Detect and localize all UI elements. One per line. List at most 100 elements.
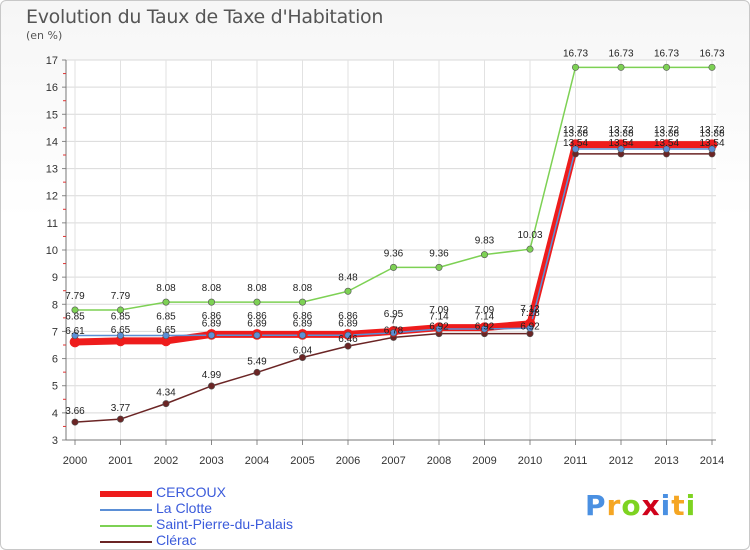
- x-tick-label: 2014: [700, 455, 724, 467]
- data-label-la-clotte: 13.72: [654, 125, 679, 136]
- data-point-clerac: [162, 400, 170, 408]
- data-label-cercoux: 6.89: [202, 318, 222, 329]
- data-label-clerac: 4.99: [202, 370, 222, 381]
- logo-letter: i: [685, 489, 697, 522]
- logo-letter: x: [641, 489, 661, 522]
- data-point-la-clotte: [162, 331, 170, 339]
- y-tick-label: 5: [52, 381, 58, 393]
- data-label-cercoux: 6.61: [65, 326, 85, 337]
- data-label-cercoux: 7.14: [475, 312, 495, 323]
- data-point-saint-pierre-du-palais: [208, 298, 216, 306]
- data-point-clerac: [71, 418, 79, 426]
- data-label-saint-pierre-du-palais: 8.08: [293, 283, 313, 294]
- data-label-saint-pierre-du-palais: 8.08: [156, 283, 176, 294]
- data-label-clerac: 3.66: [65, 406, 85, 417]
- data-label-saint-pierre-du-palais: 10.03: [517, 230, 542, 241]
- y-tick-label: 10: [46, 245, 58, 257]
- data-label-clerac: 6.92: [520, 322, 540, 333]
- data-label-la-clotte: 6.85: [156, 312, 176, 323]
- data-label-clerac: 6.78: [384, 325, 404, 336]
- x-tick-label: 2005: [290, 455, 314, 467]
- chart-title: Evolution du Taux de Taxe d'Habitation: [26, 6, 384, 28]
- data-label-la-clotte: 6.86: [293, 311, 313, 322]
- y-tick-label: 16: [46, 82, 58, 94]
- y-tick-label: 14: [46, 136, 58, 148]
- legend-swatch-cercoux: [100, 491, 152, 497]
- data-label-la-clotte: 6.85: [111, 312, 131, 323]
- data-point-saint-pierre-du-palais: [389, 263, 397, 271]
- data-label-cercoux: 7: [391, 315, 397, 326]
- data-label-saint-pierre-du-palais: 16.73: [699, 48, 724, 59]
- data-point-saint-pierre-du-palais: [117, 306, 125, 314]
- proxiti-logo: Proxiti: [585, 489, 696, 522]
- data-point-la-clotte: [708, 145, 716, 153]
- data-label-cercoux: 7.14: [429, 312, 449, 323]
- data-label-la-clotte: 6.95: [384, 309, 404, 320]
- x-tick-label: 2012: [609, 455, 633, 467]
- data-label-la-clotte: 6.86: [202, 311, 222, 322]
- data-label-la-clotte: 13.72: [608, 125, 633, 136]
- y-tick-label: 4: [52, 408, 58, 420]
- data-label-cercoux: 13.88: [563, 129, 588, 140]
- data-point-saint-pierre-du-palais: [71, 306, 79, 314]
- data-label-clerac: 6.46: [338, 334, 358, 345]
- data-label-la-clotte: 7.09: [429, 305, 449, 316]
- legend-swatch-clerac: [100, 541, 152, 543]
- data-label-la-clotte: 13.72: [563, 125, 588, 136]
- logo-letter: t: [671, 489, 686, 522]
- data-point-saint-pierre-du-palais: [162, 298, 170, 306]
- data-label-clerac: 13.54: [654, 138, 679, 149]
- y-tick-label: 11: [47, 218, 58, 230]
- x-tick-label: 2008: [427, 455, 451, 467]
- data-point-clerac: [117, 415, 125, 423]
- data-label-cercoux: 13.88: [654, 129, 679, 140]
- data-label-saint-pierre-du-palais: 16.73: [654, 48, 679, 59]
- data-label-saint-pierre-du-palais: 9.36: [429, 248, 449, 259]
- data-point-la-clotte: [344, 331, 352, 339]
- data-point-la-clotte: [389, 329, 397, 337]
- y-tick-label: 8: [52, 299, 58, 311]
- data-point-la-clotte: [480, 325, 488, 333]
- y-tick-label: 15: [46, 109, 58, 121]
- data-point-clerac: [298, 353, 306, 361]
- data-label-clerac: 13.54: [699, 138, 724, 149]
- data-label-saint-pierre-du-palais: 16.73: [563, 48, 588, 59]
- logo-letter: P: [585, 489, 607, 522]
- data-point-la-clotte: [71, 331, 79, 339]
- data-point-saint-pierre-du-palais: [526, 245, 534, 253]
- data-point-la-clotte: [617, 145, 625, 153]
- y-tick-label: 17: [46, 55, 58, 67]
- data-point-saint-pierre-du-palais: [435, 263, 443, 271]
- data-point-saint-pierre-du-palais: [617, 63, 625, 71]
- data-point-saint-pierre-du-palais: [344, 287, 352, 295]
- x-tick-label: 2002: [154, 455, 178, 467]
- data-point-saint-pierre-du-palais: [708, 63, 716, 71]
- y-tick-label: 7: [52, 326, 58, 338]
- data-label-cercoux: 6.65: [156, 325, 176, 336]
- x-tick-label: 2006: [336, 455, 360, 467]
- data-point-la-clotte: [526, 324, 534, 332]
- data-point-la-clotte: [117, 331, 125, 339]
- data-label-saint-pierre-du-palais: 8.08: [247, 283, 267, 294]
- legend-swatch-la-clotte: [100, 509, 152, 511]
- data-label-la-clotte: 7.12: [520, 304, 540, 315]
- x-tick-label: 2004: [245, 455, 269, 467]
- data-label-la-clotte: 6.85: [65, 312, 85, 323]
- data-label-clerac: 5.49: [247, 356, 267, 367]
- logo-letter: o: [621, 489, 642, 522]
- y-tick-label: 9: [52, 272, 58, 284]
- data-label-saint-pierre-du-palais: 16.73: [608, 48, 633, 59]
- data-point-clerac: [344, 342, 352, 350]
- data-point-saint-pierre-du-palais: [298, 298, 306, 306]
- data-label-saint-pierre-du-palais: 9.36: [384, 248, 404, 259]
- data-label-la-clotte: 6.86: [247, 311, 267, 322]
- data-point-saint-pierre-du-palais: [480, 251, 488, 259]
- data-label-cercoux: 6.89: [338, 318, 358, 329]
- data-label-la-clotte: 6.86: [338, 311, 358, 322]
- legend-swatch-saint-pierre: [100, 525, 152, 527]
- legend-label-cercoux: CERCOUX: [156, 484, 227, 500]
- legend-label-saint-pierre: Saint-Pierre-du-Palais: [156, 516, 293, 532]
- data-label-cercoux: 13.88: [699, 129, 724, 140]
- data-label-clerac: 13.54: [608, 138, 633, 149]
